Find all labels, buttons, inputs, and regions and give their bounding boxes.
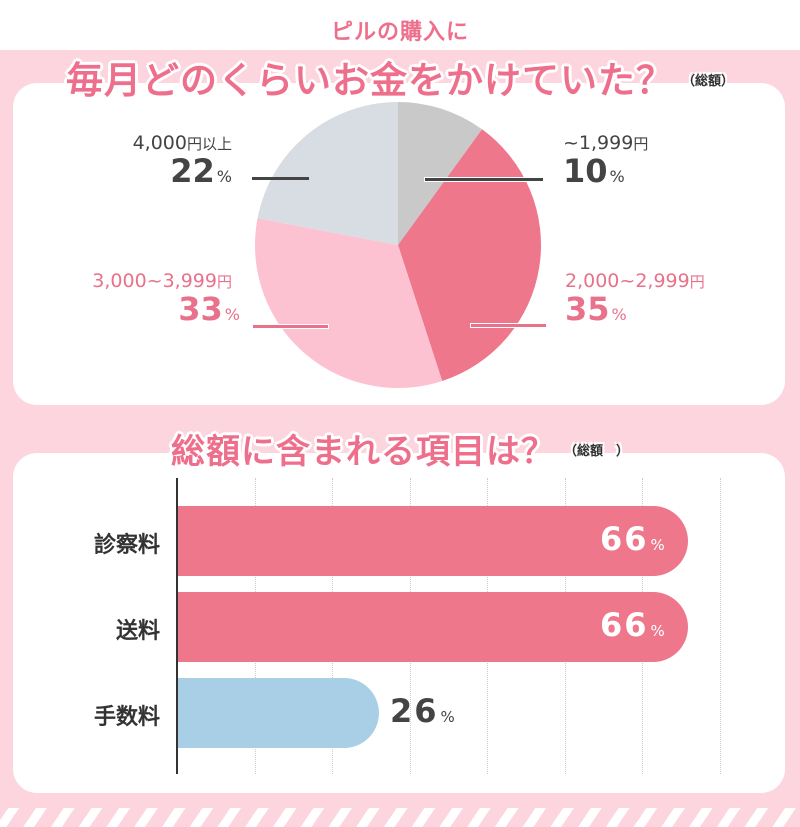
pie-label-4000-plus: 4,000円以上 22% <box>132 132 232 190</box>
pie-label-3000-3999: 3,000~3,999円 33% <box>92 270 240 328</box>
subtitle: ピルの購入に <box>330 20 469 45</box>
bar-label-consultation-fee: 診察料 <box>93 533 160 558</box>
bar-shipping-fee <box>178 592 688 662</box>
pie-label-2000-2999: 2,000~2,999円 35% <box>565 270 705 328</box>
section2-title: 総額に含まれる項目は？ （総額 ） <box>0 424 800 473</box>
leader-line-4000-plus <box>252 177 309 180</box>
title-text: 毎月どのくらいお金をかけていた？ <box>65 59 674 102</box>
pie-slice <box>255 218 443 388</box>
bar-consultation-fee <box>178 506 688 576</box>
bar-value-shipping-fee: 66% <box>600 606 665 644</box>
pie-slices <box>255 101 541 388</box>
pie-label-under-2000: ~1,999円 10% <box>563 132 649 190</box>
bar-label-shipping-fee: 送料 <box>115 619 160 644</box>
bar-label-handling-fee: 手数料 <box>93 705 160 730</box>
pie-slice <box>257 101 398 246</box>
leader-line-under-2000 <box>425 178 543 181</box>
grid-line-70 <box>720 478 721 774</box>
page-title: 毎月どのくらいお金をかけていた？ （総額） <box>0 50 800 104</box>
bar-handling-fee <box>178 678 379 748</box>
leader-line-3000-3999 <box>253 325 328 328</box>
leader-line-2000-2999 <box>471 324 546 327</box>
y-axis <box>176 478 178 774</box>
title-note: （総額） <box>681 74 734 89</box>
section2-title-note: （総額 ） <box>563 444 629 459</box>
pie-slice <box>398 129 541 382</box>
pie-slice <box>398 102 483 245</box>
bar-value-handling-fee: 26% <box>390 692 455 730</box>
striped-footer <box>0 808 800 827</box>
pie-chart <box>255 101 541 388</box>
section2-title-text: 総額に含まれる項目は？ <box>170 432 556 472</box>
bar-value-consultation-fee: 66% <box>600 520 665 558</box>
